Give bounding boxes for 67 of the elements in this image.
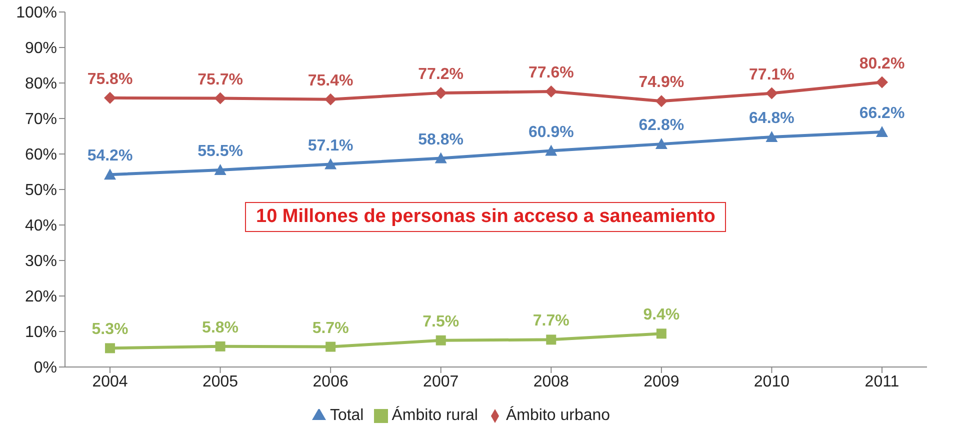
point [766, 87, 778, 100]
point [324, 93, 337, 106]
point [546, 334, 556, 345]
data-label: 57.1% [308, 137, 354, 154]
point [436, 335, 446, 346]
x-tick-label: 2010 [754, 373, 790, 390]
data-label: 66.2% [859, 104, 905, 122]
y-tick-label: 30% [24, 253, 57, 270]
point [766, 130, 778, 142]
legend-label: Total [330, 407, 364, 424]
point [655, 95, 668, 108]
point [326, 342, 336, 352]
point [545, 144, 558, 156]
legend-label: Ámbito rural [392, 407, 478, 424]
point [214, 92, 226, 104]
point [214, 164, 226, 175]
data-label: 55.5% [198, 142, 243, 160]
y-tick-label: 0% [34, 360, 57, 377]
y-tick-label: 20% [24, 288, 57, 306]
point [434, 86, 447, 99]
point [876, 76, 888, 88]
data-label: 75.7% [198, 71, 243, 88]
point [434, 152, 447, 164]
point [655, 138, 668, 150]
data-label: 80.2% [859, 55, 905, 72]
y-tick-label: 50% [24, 182, 57, 200]
point [545, 86, 558, 98]
data-label: 7.7% [532, 312, 570, 330]
data-label: 64.8% [749, 110, 794, 127]
y-tick-label: 80% [24, 76, 57, 93]
point [105, 343, 115, 354]
data-label: 7.5% [422, 313, 460, 330]
point [104, 92, 116, 104]
data-label: 5.3% [92, 321, 128, 338]
y-tick-label: 90% [24, 40, 57, 58]
x-tick-label: 2009 [644, 373, 680, 390]
data-label: 5.8% [202, 319, 239, 336]
data-label: 54.2% [87, 148, 133, 165]
data-label: 74.9% [638, 74, 684, 92]
data-label: 60.9% [528, 124, 574, 141]
data-label: 75.8% [87, 70, 133, 88]
y-tick-label: 40% [24, 218, 57, 235]
x-tick-label: 2007 [423, 373, 459, 390]
x-tick-label: 2008 [533, 373, 570, 390]
point [656, 328, 666, 339]
point [104, 168, 116, 180]
point [324, 158, 337, 170]
data-label: 58.8% [418, 131, 464, 148]
y-tick-label: 70% [24, 111, 57, 128]
data-label: 62.8% [638, 117, 684, 134]
y-tick-label: 100% [16, 4, 57, 22]
x-tick-label: 2005 [202, 373, 238, 390]
legend-label: Ámbito urbano [506, 407, 610, 424]
point [215, 341, 226, 352]
data-label: 9.4% [643, 306, 680, 324]
point [876, 126, 888, 137]
data-label: 77.2% [418, 66, 464, 83]
x-tick-label: 2011 [864, 373, 900, 390]
annotation: 10 Millones de personas sin acceso a saneamiento [245, 202, 726, 232]
x-tick-label: 2004 [92, 373, 128, 390]
data-label: 5.7% [312, 320, 349, 337]
y-tick-label: 10% [24, 324, 57, 342]
data-label: 77.1% [749, 66, 794, 84]
y-tick-label: 60% [24, 146, 57, 164]
x-tick-label: 2006 [312, 373, 348, 390]
data-label: 75.4% [308, 72, 354, 90]
data-label: 77.6% [528, 64, 574, 82]
